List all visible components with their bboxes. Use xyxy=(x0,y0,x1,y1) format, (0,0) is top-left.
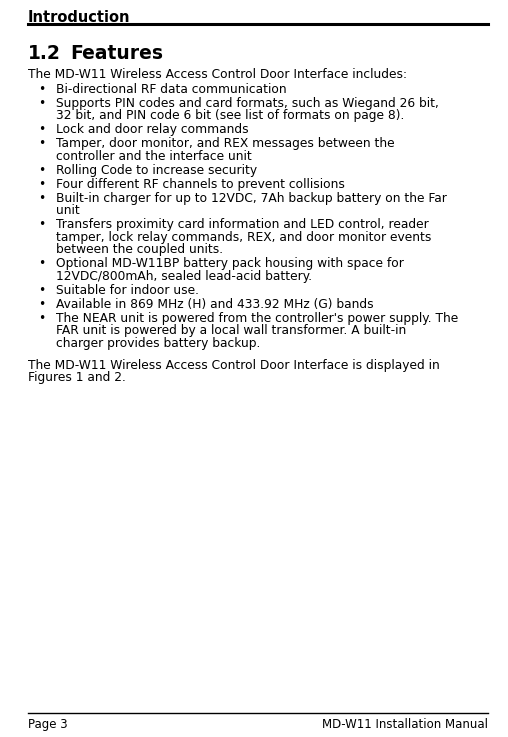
Text: Optional MD-W11BP battery pack housing with space for: Optional MD-W11BP battery pack housing w… xyxy=(56,257,404,270)
Text: •: • xyxy=(39,178,46,190)
Text: Tamper, door monitor, and REX messages between the: Tamper, door monitor, and REX messages b… xyxy=(56,137,395,150)
Text: Page 3: Page 3 xyxy=(28,718,68,731)
Text: The MD-W11 Wireless Access Control Door Interface includes:: The MD-W11 Wireless Access Control Door … xyxy=(28,68,407,81)
Text: •: • xyxy=(39,284,46,296)
Text: FAR unit is powered by a local wall transformer. A built-in: FAR unit is powered by a local wall tran… xyxy=(56,324,406,337)
Text: Supports PIN codes and card formats, such as Wiegand 26 bit,: Supports PIN codes and card formats, suc… xyxy=(56,97,439,110)
Text: •: • xyxy=(39,312,46,324)
Text: Introduction: Introduction xyxy=(28,10,131,25)
Text: •: • xyxy=(39,192,46,204)
Text: unit: unit xyxy=(56,204,80,217)
Text: •: • xyxy=(39,137,46,150)
Text: •: • xyxy=(39,218,46,231)
Text: •: • xyxy=(39,164,46,176)
Text: 12VDC/800mAh, sealed lead-acid battery.: 12VDC/800mAh, sealed lead-acid battery. xyxy=(56,270,312,282)
Text: Features: Features xyxy=(70,44,163,63)
Text: 1.2: 1.2 xyxy=(28,44,61,63)
Text: The MD-W11 Wireless Access Control Door Interface is displayed in: The MD-W11 Wireless Access Control Door … xyxy=(28,358,440,371)
Text: tamper, lock relay commands, REX, and door monitor events: tamper, lock relay commands, REX, and do… xyxy=(56,231,431,243)
Text: MD-W11 Installation Manual: MD-W11 Installation Manual xyxy=(322,718,488,731)
Text: Rolling Code to increase security: Rolling Code to increase security xyxy=(56,164,257,176)
Text: Suitable for indoor use.: Suitable for indoor use. xyxy=(56,284,199,296)
Text: Lock and door relay commands: Lock and door relay commands xyxy=(56,123,248,136)
Text: Bi-directional RF data communication: Bi-directional RF data communication xyxy=(56,83,287,96)
Text: •: • xyxy=(39,298,46,310)
Text: The NEAR unit is powered from the controller's power supply. The: The NEAR unit is powered from the contro… xyxy=(56,312,458,324)
Text: between the coupled units.: between the coupled units. xyxy=(56,243,223,256)
Text: •: • xyxy=(39,257,46,270)
Text: Available in 869 MHz (H) and 433.92 MHz (G) bands: Available in 869 MHz (H) and 433.92 MHz … xyxy=(56,298,373,310)
Text: charger provides battery backup.: charger provides battery backup. xyxy=(56,337,261,349)
Text: 32 bit, and PIN code 6 bit (see list of formats on page 8).: 32 bit, and PIN code 6 bit (see list of … xyxy=(56,109,404,122)
Text: •: • xyxy=(39,83,46,96)
Text: •: • xyxy=(39,97,46,110)
Text: Built-in charger for up to 12VDC, 7Ah backup battery on the Far: Built-in charger for up to 12VDC, 7Ah ba… xyxy=(56,192,447,204)
Text: controller and the interface unit: controller and the interface unit xyxy=(56,150,252,162)
Text: Transfers proximity card information and LED control, reader: Transfers proximity card information and… xyxy=(56,218,429,231)
Text: Figures 1 and 2.: Figures 1 and 2. xyxy=(28,371,126,384)
Text: •: • xyxy=(39,123,46,136)
Text: Four different RF channels to prevent collisions: Four different RF channels to prevent co… xyxy=(56,178,345,190)
